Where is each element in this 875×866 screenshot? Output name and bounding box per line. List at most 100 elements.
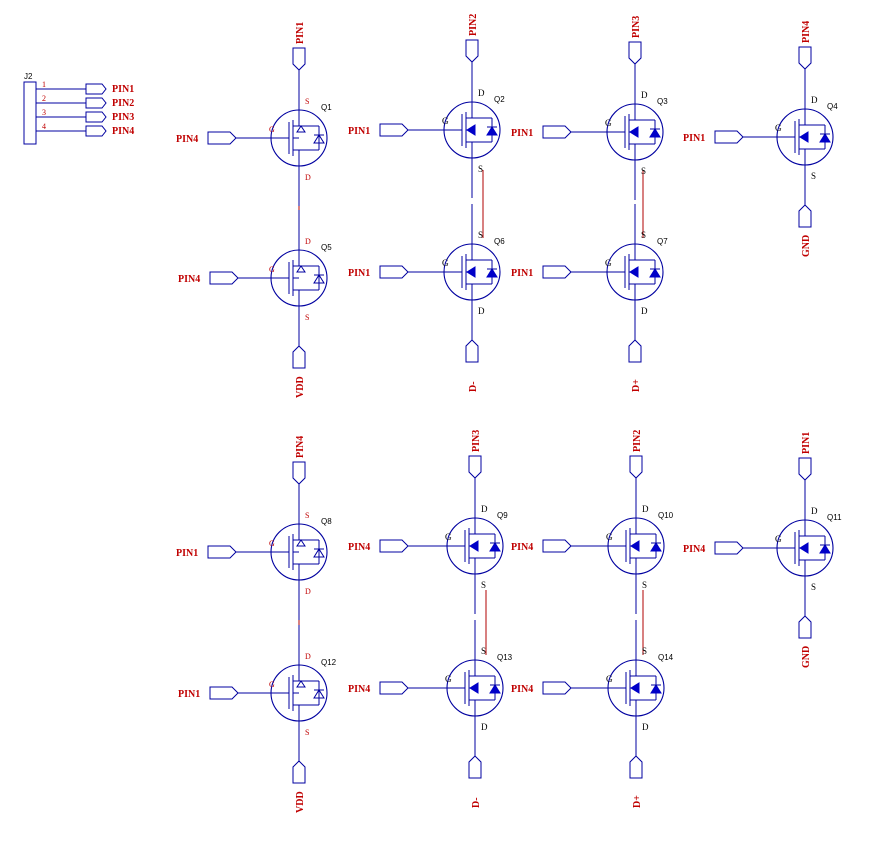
connector-pins: 1 PIN1 2 PIN2 3 PIN3 4 PIN4 bbox=[36, 80, 134, 137]
pin-label-top: D bbox=[811, 506, 818, 516]
net-port bbox=[293, 48, 305, 70]
net-port bbox=[293, 761, 305, 783]
gate-net-label: PIN1 bbox=[511, 268, 533, 279]
mosfet-q11: PIN4 G D S Q11 PIN1 GND bbox=[683, 432, 842, 668]
mosfet-q2: PIN1 G D S Q2 PIN2 bbox=[348, 14, 505, 198]
net-port bbox=[543, 126, 571, 138]
net-port bbox=[630, 756, 642, 778]
connector-pin-number: 3 bbox=[42, 108, 46, 117]
gate-pin-label: G bbox=[605, 258, 612, 268]
net-port bbox=[469, 756, 481, 778]
pin-label-bottom: D bbox=[478, 306, 485, 316]
net-port bbox=[293, 346, 305, 368]
gate-net-label: PIN4 bbox=[178, 274, 200, 285]
gate-pin-label: G bbox=[605, 118, 612, 128]
gate-net-label: PIN1 bbox=[178, 689, 200, 700]
mosfet-array: PIN4GSDQ1PIN1PIN4GDSQ5VDDPIN1GDSQ2PIN2PI… bbox=[176, 14, 842, 813]
net-port bbox=[629, 42, 641, 64]
pin-label-top: S bbox=[478, 230, 483, 240]
gate-pin-label: G bbox=[269, 680, 275, 689]
mosfet-ref: Q4 bbox=[827, 102, 838, 111]
connector-body bbox=[24, 82, 36, 144]
mosfet-q8: PIN1 G S D Q8 PIN4 bbox=[176, 436, 332, 620]
mosfet-q4: PIN1 G D S Q4 PIN4 GND bbox=[683, 21, 838, 257]
gate-pin-label: G bbox=[442, 116, 449, 126]
net-port bbox=[86, 112, 106, 122]
gate-pin-label: G bbox=[269, 539, 275, 548]
net-port bbox=[715, 542, 743, 554]
pin-label-bottom: S bbox=[811, 171, 816, 181]
top-net-label: PIN4 bbox=[801, 21, 812, 43]
gate-net-label: PIN1 bbox=[176, 548, 198, 559]
pair-links bbox=[299, 170, 643, 655]
mosfet-q3: PIN1 G D S Q3 PIN3 bbox=[511, 16, 668, 200]
mosfet-ref: Q6 bbox=[494, 237, 505, 246]
net-port bbox=[380, 682, 408, 694]
mosfet-q6: PIN1 G S D Q6 D- bbox=[348, 204, 505, 392]
mosfet-ref: Q10 bbox=[658, 511, 674, 520]
gate-net-label: PIN4 bbox=[348, 542, 370, 553]
net-port bbox=[630, 456, 642, 478]
net-port bbox=[208, 132, 236, 144]
gate-pin-label: G bbox=[445, 674, 452, 684]
mosfet-ref: Q8 bbox=[321, 517, 332, 526]
top-net-label: PIN1 bbox=[295, 22, 306, 44]
connector-pin-number: 2 bbox=[42, 94, 46, 103]
pin-label-bottom: S bbox=[481, 580, 486, 590]
pin-label-bottom: S bbox=[642, 580, 647, 590]
net-label: PIN3 bbox=[112, 112, 134, 123]
gate-pin-label: G bbox=[775, 534, 782, 544]
gate-net-label: PIN4 bbox=[511, 684, 533, 695]
net-port bbox=[799, 47, 811, 69]
net-port bbox=[799, 458, 811, 480]
net-port bbox=[543, 540, 571, 552]
gate-net-label: PIN1 bbox=[348, 268, 370, 279]
net-port bbox=[799, 205, 811, 227]
connector-j2: J2 1 PIN1 2 PIN2 3 PIN3 4 PIN4 bbox=[24, 72, 134, 144]
gate-pin-label: G bbox=[445, 532, 452, 542]
gate-net-label: PIN4 bbox=[176, 134, 198, 145]
pin-label-top: S bbox=[481, 646, 486, 656]
pin-label-bottom: D bbox=[305, 587, 311, 596]
mosfet-ref: Q9 bbox=[497, 511, 508, 520]
connector-pin-number: 1 bbox=[42, 80, 46, 89]
pin-label-top: D bbox=[305, 237, 311, 246]
net-port bbox=[208, 546, 236, 558]
top-net-label: PIN3 bbox=[471, 430, 482, 452]
pin-label-top: D bbox=[811, 95, 818, 105]
net-port bbox=[543, 266, 571, 278]
mosfet-q12: PIN1 G D S Q12 VDD bbox=[178, 625, 337, 813]
pin-label-bottom: S bbox=[478, 164, 483, 174]
net-port bbox=[86, 126, 106, 136]
gate-pin-label: G bbox=[269, 125, 275, 134]
mosfet-ref: Q2 bbox=[494, 95, 505, 104]
mosfet-ref: Q5 bbox=[321, 243, 332, 252]
gate-net-label: PIN4 bbox=[511, 542, 533, 553]
net-label: PIN4 bbox=[112, 126, 134, 137]
net-label: PIN1 bbox=[112, 84, 134, 95]
pin-label-top: D bbox=[305, 652, 311, 661]
net-port bbox=[210, 687, 238, 699]
net-port bbox=[629, 340, 641, 362]
top-net-label: PIN3 bbox=[631, 16, 642, 38]
pin-label-bottom: D bbox=[642, 722, 649, 732]
pin-label-bottom: D bbox=[305, 173, 311, 182]
gate-net-label: PIN1 bbox=[683, 133, 705, 144]
net-port bbox=[469, 456, 481, 478]
mosfet-q14: PIN4 G S D Q14 D+ bbox=[511, 620, 674, 808]
mosfet-q13: PIN4 G S D Q13 D- bbox=[348, 620, 513, 808]
pin-label-top: S bbox=[305, 97, 309, 106]
mosfet-q10: PIN4 G D S Q10 PIN2 bbox=[511, 430, 674, 614]
net-port bbox=[466, 40, 478, 62]
net-port bbox=[86, 84, 106, 94]
pin-label-bottom: D bbox=[641, 306, 648, 316]
mosfet-q5: PIN4 G D S Q5 VDD bbox=[178, 210, 332, 398]
mosfet-ref: Q1 bbox=[321, 103, 332, 112]
bottom-net-label: GND bbox=[801, 646, 812, 668]
net-port bbox=[715, 131, 743, 143]
connector-ref: J2 bbox=[24, 72, 33, 81]
bottom-net-label: D- bbox=[468, 381, 479, 392]
net-label: PIN2 bbox=[112, 98, 134, 109]
mosfet-q9: PIN4 G D S Q9 PIN3 bbox=[348, 430, 508, 614]
